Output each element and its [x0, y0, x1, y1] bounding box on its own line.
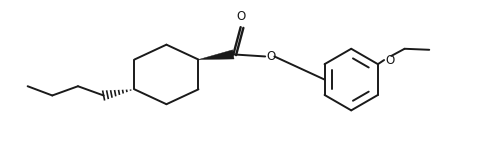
- Polygon shape: [198, 50, 234, 60]
- Text: O: O: [267, 50, 276, 63]
- Text: O: O: [385, 54, 395, 67]
- Text: O: O: [236, 10, 246, 23]
